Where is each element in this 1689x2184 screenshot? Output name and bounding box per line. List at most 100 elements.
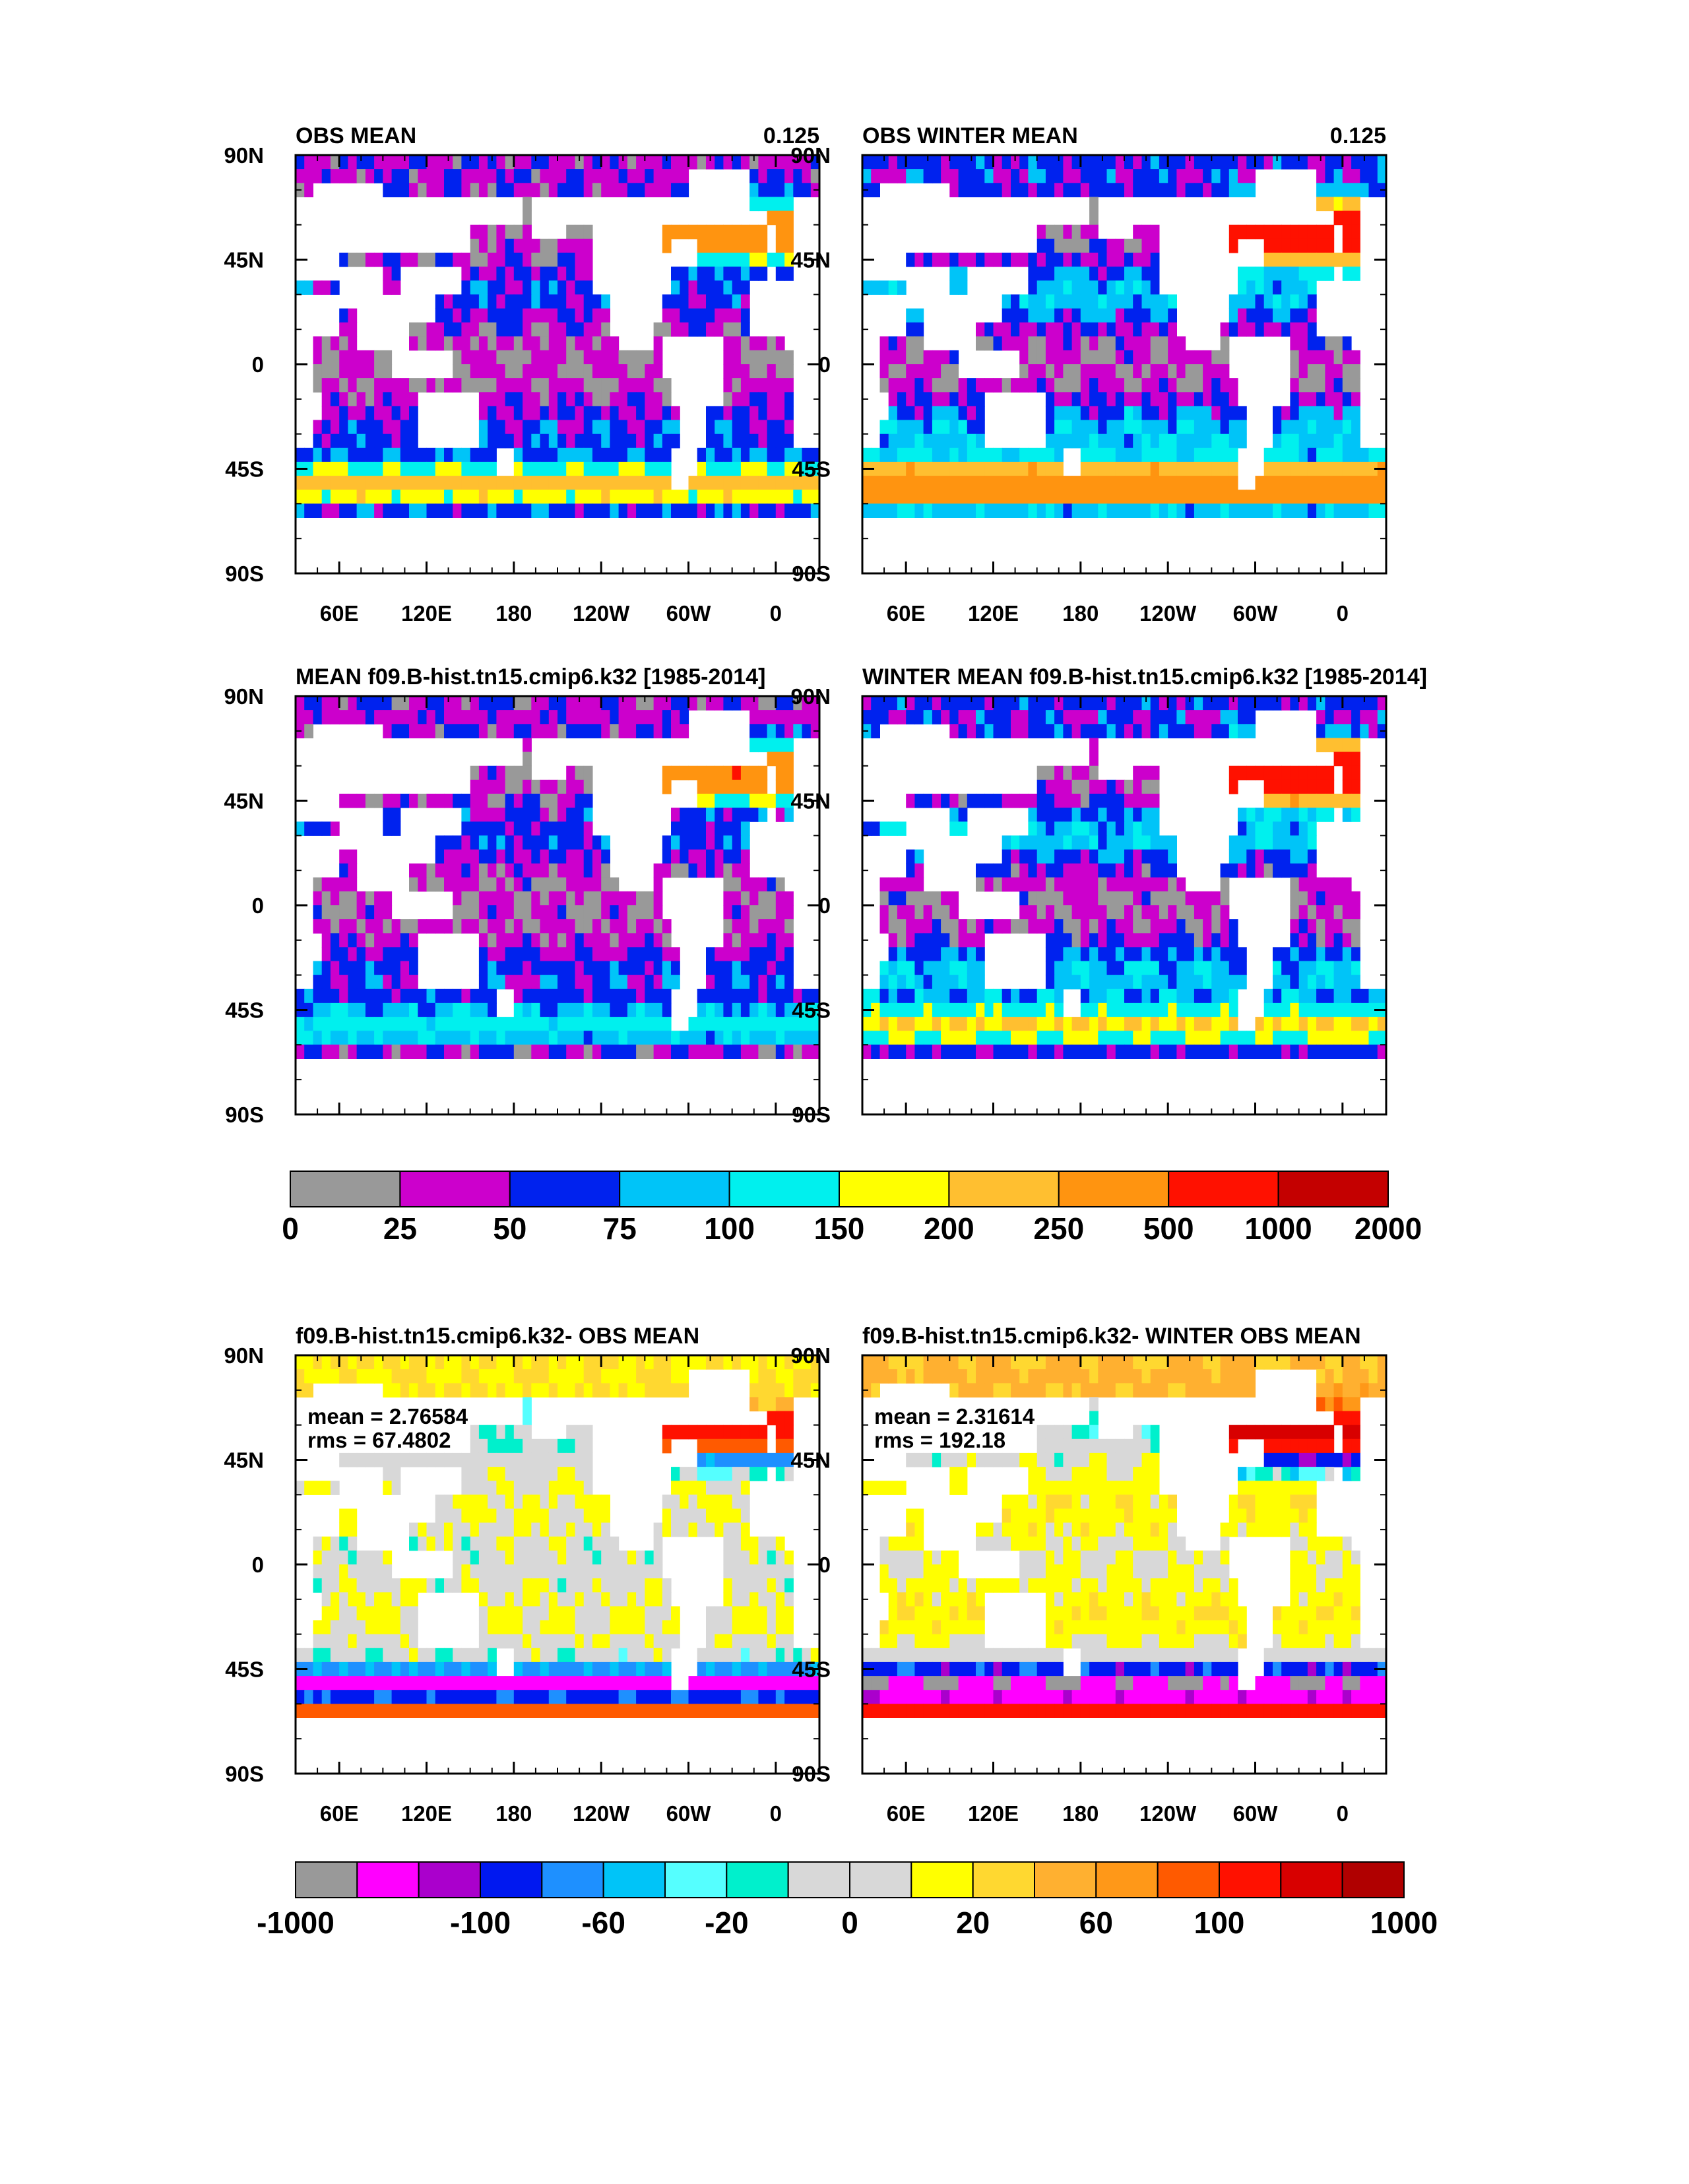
grid-cell (470, 461, 480, 476)
grid-cell (566, 420, 575, 435)
grid-cell (356, 476, 366, 490)
grid-cell (1124, 350, 1133, 365)
grid-cell (923, 988, 933, 1004)
grid-cell (775, 183, 785, 197)
grid-cell (339, 322, 348, 337)
grid-cell (478, 1508, 488, 1524)
grid-cell (1194, 961, 1203, 976)
grid-cell (653, 1355, 663, 1370)
grid-cell (775, 793, 785, 808)
grid-cell (984, 155, 994, 170)
grid-cell (1150, 461, 1160, 476)
grid-cell (1159, 350, 1168, 365)
grid-cell (993, 1002, 1003, 1017)
grid-cell (1290, 1044, 1300, 1059)
grid-cell (1115, 336, 1125, 351)
grid-cell (478, 835, 488, 850)
grid-cell (688, 1494, 698, 1509)
grid-cell (1054, 877, 1064, 892)
x-tick-label: 60E (320, 601, 359, 626)
grid-cell (374, 503, 383, 518)
grid-cell (453, 849, 462, 864)
grid-cell (1002, 503, 1011, 518)
grid-cell (758, 988, 768, 1004)
grid-cell (461, 1467, 471, 1481)
grid-cell (1159, 947, 1168, 962)
grid-cell (802, 1044, 812, 1059)
grid-cell (732, 1044, 742, 1059)
grid-cell (723, 821, 733, 836)
grid-cell (409, 155, 418, 170)
grid-cell (749, 1452, 759, 1467)
grid-cell (1063, 849, 1073, 864)
grid-cell (1307, 392, 1317, 406)
grid-cell (1106, 461, 1116, 476)
grid-cell (505, 503, 515, 518)
grid-cell (601, 905, 610, 920)
grid-cell (513, 1481, 523, 1495)
grid-cell (1168, 863, 1177, 878)
grid-cell (740, 961, 750, 976)
grid-cell (1220, 350, 1230, 365)
grid-cell (740, 1425, 750, 1440)
grid-cell (1150, 1031, 1160, 1045)
grid-cell (618, 1369, 628, 1384)
grid-cell (1141, 503, 1151, 518)
grid-cell (330, 988, 340, 1004)
grid-cell (583, 364, 593, 379)
grid-cell (383, 490, 393, 504)
grid-cell (348, 710, 358, 724)
grid-cell (775, 975, 785, 990)
grid-cell (453, 1031, 462, 1045)
grid-cell (1185, 710, 1195, 724)
grid-cell (383, 947, 393, 962)
grid-cell (976, 696, 985, 711)
grid-cell (391, 710, 401, 724)
grid-cell (1281, 434, 1291, 449)
grid-cell (488, 835, 497, 850)
grid-cell (749, 1044, 759, 1059)
grid-cell (1106, 280, 1116, 295)
grid-cell (1281, 863, 1291, 878)
grid-cell (488, 350, 497, 365)
grid-cell (784, 447, 794, 463)
grid-cell (793, 724, 803, 738)
grid-cell (296, 696, 305, 711)
grid-cell (1133, 947, 1142, 962)
grid-cell (949, 461, 959, 476)
grid-cell (583, 1494, 593, 1509)
grid-cell (1124, 252, 1133, 267)
grid-cell (732, 252, 742, 267)
grid-cell (1045, 779, 1055, 794)
grid-cell (732, 461, 742, 476)
grid-cell (662, 1383, 672, 1397)
grid-cell (697, 863, 707, 878)
grid-cell (662, 308, 672, 323)
grid-cell (767, 350, 777, 365)
grid-cell (1028, 1031, 1038, 1045)
grid-cell (461, 461, 471, 476)
grid-cell (1368, 447, 1378, 463)
grid-cell (1106, 933, 1116, 947)
grid-cell (496, 724, 506, 738)
grid-cell (1054, 378, 1064, 393)
grid-cell (583, 1481, 593, 1495)
grid-cell (923, 420, 933, 435)
grid-cell (496, 933, 506, 947)
grid-cell (400, 1355, 410, 1370)
grid-cell (767, 793, 777, 808)
grid-cell (1106, 420, 1116, 435)
grid-cell (558, 793, 567, 808)
grid-cell (453, 503, 462, 518)
grid-cell (906, 1044, 915, 1059)
grid-cell (478, 877, 488, 892)
grid-cell (976, 503, 985, 518)
grid-cell (400, 490, 410, 504)
grid-cell (339, 1031, 348, 1045)
grid-cell (662, 503, 672, 518)
grid-cell (1089, 434, 1099, 449)
grid-cell (1098, 975, 1108, 990)
grid-cell (810, 503, 820, 518)
grid-cell (478, 961, 488, 976)
grid-cell (1080, 267, 1090, 281)
